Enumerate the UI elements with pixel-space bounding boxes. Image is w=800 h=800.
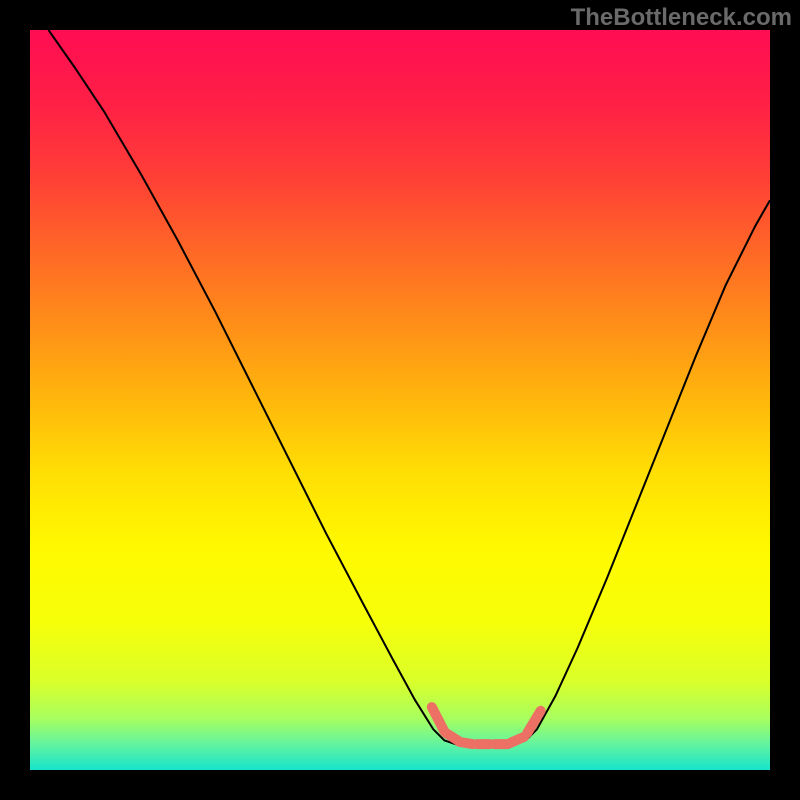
bottleneck-curve xyxy=(49,30,771,746)
valley-highlight-segment xyxy=(459,742,472,744)
valley-highlight-segment xyxy=(527,711,540,733)
chart-frame: TheBottleneck.com xyxy=(0,0,800,800)
valley-highlight-segment xyxy=(432,707,445,731)
valley-highlight-segment xyxy=(511,737,524,743)
curve-layer xyxy=(30,30,770,770)
watermark-text: TheBottleneck.com xyxy=(571,4,792,32)
plot-area xyxy=(30,30,770,770)
